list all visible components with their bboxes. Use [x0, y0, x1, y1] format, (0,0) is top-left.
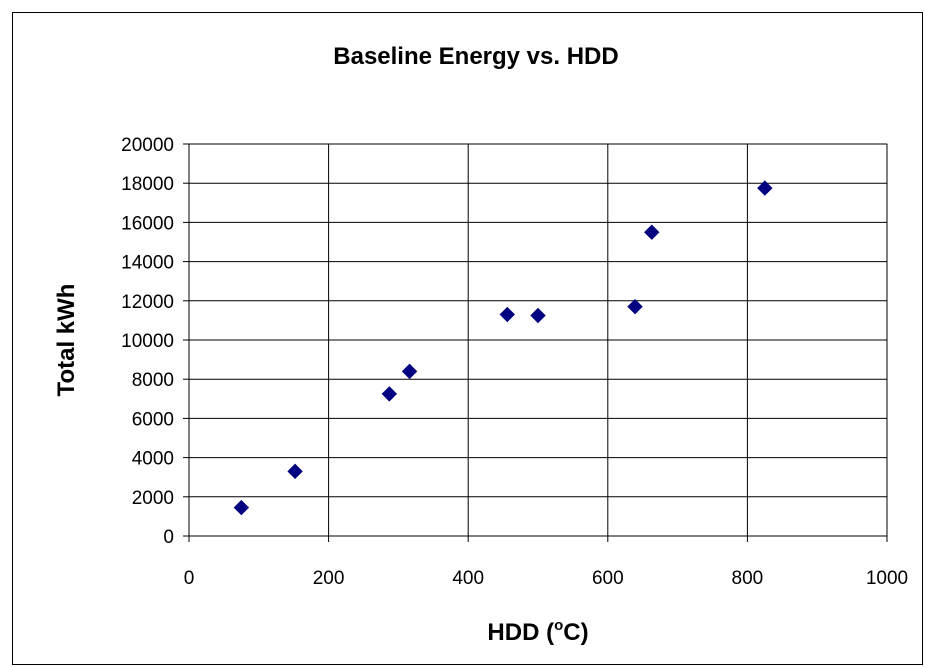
x-tick-label: 1000 — [866, 568, 908, 589]
y-tick-label: 6000 — [132, 409, 174, 430]
y-tick-label: 14000 — [121, 253, 174, 274]
axes — [183, 143, 888, 542]
y-tick-label: 10000 — [121, 331, 174, 352]
x-axis-title-sup: o — [554, 617, 563, 634]
data-point — [401, 363, 418, 380]
data-point — [644, 224, 660, 240]
x-tick-label: 200 — [313, 568, 345, 589]
data-point — [627, 298, 643, 315]
data-point — [233, 499, 250, 516]
x-tick-label: 0 — [184, 568, 195, 589]
data-points — [233, 180, 773, 516]
y-tick-label: 20000 — [121, 135, 174, 156]
data-point — [757, 180, 773, 196]
data-point — [499, 306, 515, 323]
x-axis-title-tail: C) — [563, 619, 588, 646]
x-tick-labels: 0 200 400 600 800 1000 — [184, 568, 908, 589]
data-point — [381, 386, 398, 402]
x-tick-label: 600 — [592, 568, 624, 589]
data-point — [287, 463, 303, 480]
y-tick-label: 0 — [163, 527, 174, 548]
x-tick-label: 400 — [452, 568, 484, 589]
y-tick-label: 16000 — [121, 213, 174, 234]
y-axis-title: Total kWh — [53, 284, 80, 397]
data-point — [530, 307, 546, 324]
plot-area — [183, 143, 888, 542]
y-tick-labels: 0 2000 4000 6000 8000 10000 12000 14000 16000 180… — [121, 135, 174, 548]
y-tick-label: 18000 — [121, 174, 174, 195]
x-axis-title-main: HDD ( — [487, 619, 554, 646]
gridlines — [189, 143, 888, 536]
y-tick-label: 4000 — [132, 449, 174, 470]
chart-title: Baseline Energy vs. HDD — [333, 43, 618, 70]
y-tick-label: 2000 — [132, 488, 174, 509]
y-tick-label: 8000 — [132, 370, 174, 391]
x-tick-label: 800 — [732, 568, 764, 589]
x-axis-title: HDD (oC) — [487, 617, 588, 646]
y-tick-label: 12000 — [121, 292, 174, 313]
